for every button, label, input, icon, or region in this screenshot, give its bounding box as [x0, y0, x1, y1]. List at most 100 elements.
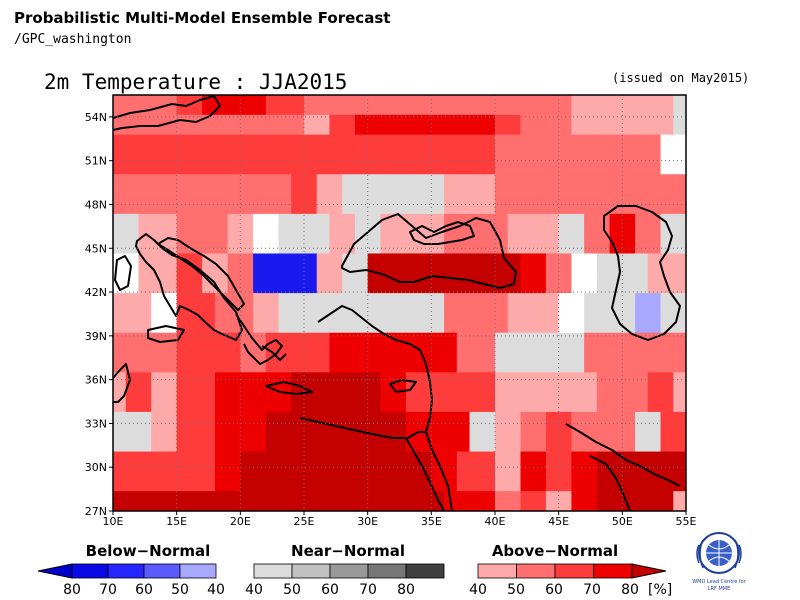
grid-cell [329, 273, 343, 294]
grid-cell [202, 174, 216, 195]
grid-cell [507, 312, 522, 334]
grid-cell [456, 293, 471, 314]
grid-cell [660, 293, 674, 314]
grid-cell [125, 114, 140, 136]
grid-cell [113, 431, 127, 453]
grid-cell [151, 392, 165, 413]
grid-cell [125, 411, 140, 433]
grid-cell [507, 114, 522, 136]
grid-cell [660, 332, 674, 354]
grid-cell [545, 194, 560, 215]
grid-cell [342, 154, 356, 175]
grid-cell [520, 451, 534, 472]
grid-cell [558, 431, 572, 453]
grid-cell [545, 431, 560, 453]
grid-cell [495, 134, 509, 156]
grid-cell [507, 293, 522, 314]
grid-cell [571, 471, 585, 492]
grid-cell [380, 253, 394, 274]
grid-cell [431, 352, 445, 373]
grid-cell [291, 372, 305, 393]
grid-cell [189, 372, 203, 393]
grid-cell [265, 332, 280, 354]
grid-cell [673, 372, 686, 393]
grid-cell [189, 471, 203, 492]
grid-cell [660, 431, 674, 453]
grid-cell [329, 312, 343, 334]
grid-cell [214, 491, 229, 511]
grid-cell [520, 431, 534, 453]
grid-cell [138, 392, 152, 413]
grid-cell [444, 134, 458, 156]
grid-cell [163, 253, 178, 274]
grid-cell [393, 352, 407, 373]
grid-cell [240, 471, 254, 492]
grid-cell [507, 95, 522, 116]
grid-cell [405, 352, 420, 373]
grid-cell [584, 154, 598, 175]
grid-cell [189, 114, 203, 136]
grid-cell [507, 253, 522, 274]
grid-cell [304, 332, 318, 354]
grid-cell [571, 233, 585, 255]
grid-cell [138, 431, 152, 453]
grid-cell [431, 253, 445, 274]
grid-cell [367, 95, 381, 116]
grid-cell [533, 114, 547, 136]
grid-cell [113, 332, 127, 354]
grid-cell [444, 174, 458, 195]
grid-cell [151, 253, 165, 274]
grid-cell [125, 233, 140, 255]
grid-cell [469, 194, 483, 215]
grid-cell [660, 451, 674, 472]
grid-cell [151, 491, 165, 511]
grid-cell [240, 392, 254, 413]
grid-cell [405, 312, 420, 334]
grid-cell [635, 411, 649, 433]
grid-cell [533, 312, 547, 334]
grid-cell [125, 293, 140, 314]
grid-cell [609, 392, 623, 413]
grid-cell [533, 273, 547, 294]
grid-cell [431, 471, 445, 492]
grid-cell [291, 293, 305, 314]
grid-cell [533, 253, 547, 274]
grid-cell [240, 233, 254, 255]
grid-cell [456, 471, 471, 492]
grid-cell [418, 134, 432, 156]
grid-cell [278, 95, 292, 116]
grid-cell [520, 372, 534, 393]
grid-cell [418, 312, 432, 334]
grid-cell [265, 174, 280, 195]
grid-cell [393, 372, 407, 393]
grid-cell [635, 273, 649, 294]
grid-cell [342, 273, 356, 294]
grid-cell [253, 233, 267, 255]
grid-cell [240, 491, 254, 511]
grid-cell [393, 134, 407, 156]
grid-cell [329, 352, 343, 373]
grid-cell [647, 194, 662, 215]
grid-cell [227, 372, 241, 393]
grid-cell [163, 114, 178, 136]
grid-cell [265, 213, 280, 235]
grid-cell [558, 273, 572, 294]
grid-cell [214, 253, 229, 274]
grid-cell [316, 312, 331, 334]
grid-cell [342, 174, 356, 195]
grid-cell [214, 114, 229, 136]
legend-tick: 70 [99, 582, 117, 598]
grid-cell [558, 471, 572, 492]
grid-cell [342, 372, 356, 393]
grid-cell [660, 392, 674, 413]
grid-cell [265, 431, 280, 453]
grid-cell [342, 491, 356, 511]
grid-cell [380, 451, 394, 472]
grid-cell [138, 352, 152, 373]
grid-cell [584, 471, 598, 492]
grid-cell [596, 95, 611, 116]
grid-cell [253, 95, 267, 116]
grid-cell [253, 154, 267, 175]
grid-cell [405, 194, 420, 215]
grid-cell [214, 471, 229, 492]
